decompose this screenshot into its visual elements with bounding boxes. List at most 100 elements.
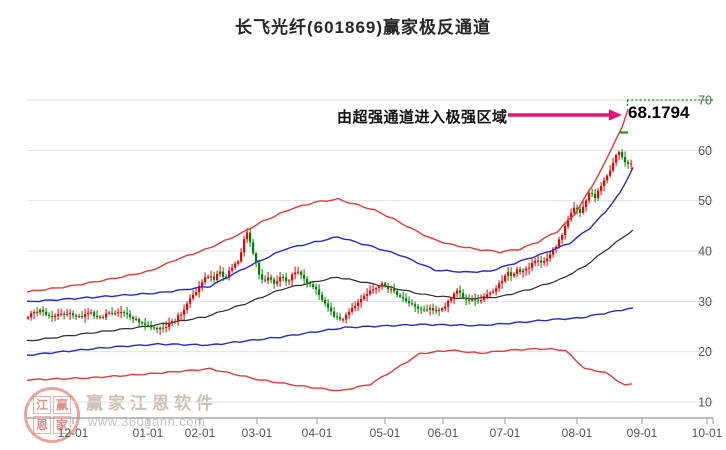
candle-up [54,315,57,317]
watermark-seal-grid: 江 赢 恩 家 [33,396,71,434]
candle-down [270,277,273,280]
candle-up [354,306,357,308]
candle-down [273,279,276,284]
candle-down [138,318,141,323]
candle-up [120,312,123,314]
candle-down [312,284,315,288]
candle-up [87,312,90,315]
candle-up [279,277,282,282]
candle-up [453,293,456,299]
candle-up [297,271,300,273]
candle-down [579,209,582,213]
candle-down [426,309,429,311]
candle-up [351,307,354,312]
y-axis-tick-label: 20 [698,345,712,359]
candle-up [195,292,198,295]
candle-up [537,260,540,262]
watermark-seal-char: 恩 [33,416,51,434]
candle-up [570,212,573,220]
watermark-seal-char: 家 [53,416,71,434]
candle-up [615,154,618,163]
candle-up [546,258,549,262]
candle-up [267,277,270,281]
candle-down [153,327,156,329]
upper-blue-channel-line [26,167,634,303]
candle-up [543,261,546,263]
candle-down [417,306,420,309]
candle-down [540,260,543,263]
candle-up [369,290,372,295]
candle-down [300,271,303,275]
candle-up [564,226,567,235]
x-axis-tick-label: 09-01 [627,426,658,440]
page-title: 长飞光纤(601869)赢家极反通道 [234,18,492,37]
candle-down [303,274,306,279]
candle-up [105,313,108,318]
candle-down [510,272,513,276]
x-axis-tick-label: 01-01 [133,426,164,440]
watermark-seal-logo: 江 赢 恩 家 [24,387,80,443]
candle-down [129,314,132,317]
candle-down [306,278,309,283]
y-axis-tick-label: 50 [698,194,712,208]
candle-up [39,309,42,313]
candle-down [285,277,288,282]
candle-up [588,193,591,201]
candle-up [618,152,621,155]
candle-down [252,242,255,254]
candle-down [408,301,411,304]
candle-up [561,234,564,240]
candle-up [198,286,201,293]
candle-down [474,299,477,301]
candle-down [36,311,39,313]
x-axis-tick-label: 07-01 [490,426,521,440]
candle-down [336,316,339,318]
candle-down [45,311,48,315]
candle-down [72,313,75,316]
candle-down [627,162,630,164]
candle-up [525,268,528,271]
candle-down [261,274,264,280]
candle-down [75,315,78,317]
candle-up [342,319,345,321]
candle-up [555,246,558,249]
candle-up [504,275,507,282]
candle-down [141,322,144,324]
candle-up [495,288,498,292]
candle-down [423,309,426,311]
candle-up [372,289,375,291]
candle-up [630,163,633,165]
candle-up [492,291,495,293]
candle-up [99,316,102,318]
candle-up [84,314,87,317]
candle-up [57,314,60,316]
candle-up [159,327,162,330]
candle-up [78,316,81,318]
candle-down [324,299,327,304]
candle-up [552,248,555,255]
candle-up [573,207,576,213]
candle-down [162,327,165,329]
candle-up [183,309,186,315]
middle-black-line [26,229,634,342]
annotation-arrow-head [609,109,622,121]
y-axis-tick-label: 40 [698,244,712,258]
y-axis-tick-label: 70 [698,94,712,108]
x-axis-tick-label: 05-01 [370,426,401,440]
candle-up [531,262,534,268]
candle-up [348,311,351,315]
candle-up [363,295,366,300]
candle-up [480,300,483,302]
candle-up [507,272,510,276]
candle-down [576,207,579,210]
candle-down [132,316,135,320]
candle-up [441,308,444,311]
upper-red-channel-line [26,108,629,293]
x-axis-tick-label: 12-01 [58,426,89,440]
candle-up [201,282,204,287]
candle-up [600,185,603,191]
candle-up [429,308,432,310]
candle-up [288,280,291,282]
candle-up [345,314,348,320]
